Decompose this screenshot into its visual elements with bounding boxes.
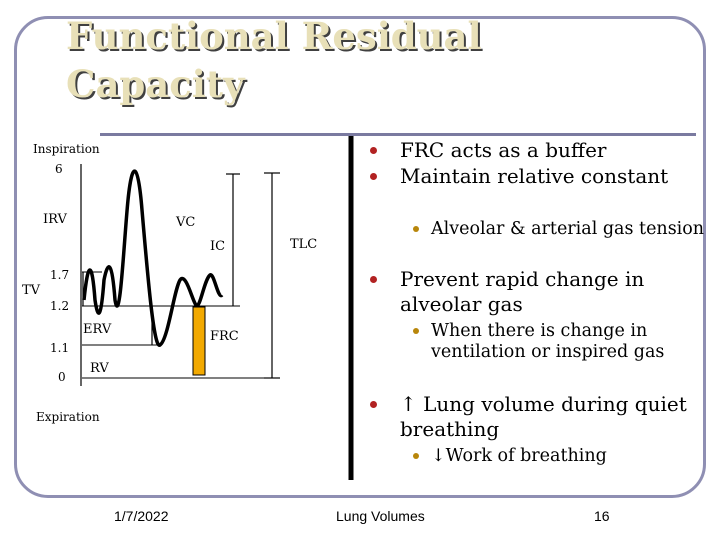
bullet-text: FRC acts as a buffer	[400, 138, 607, 162]
label-ic: IC	[210, 239, 225, 254]
sub-bullet-text: ↓Work of breathing	[431, 446, 607, 466]
label-0: 0	[58, 370, 66, 384]
bullet-text: Prevent rapid change in alveolar gas	[400, 267, 645, 316]
sub-bullet-text: When there is change in ventilation or i…	[431, 321, 665, 362]
sub-bullet-dot-icon	[413, 328, 419, 334]
label-frc: FRC	[210, 329, 239, 344]
label-tlc: TLC	[290, 237, 317, 252]
breathing-trace	[82, 169, 224, 347]
bullet-dot-icon	[370, 276, 377, 283]
bullet-dot-icon	[370, 173, 377, 180]
label-irv: IRV	[43, 212, 67, 227]
label-1-2: 1.2	[50, 299, 69, 313]
label-1-1: 1.1	[50, 341, 69, 355]
sub-bullet-dot-icon	[413, 453, 419, 459]
footer-date: 1/7/2022	[114, 508, 169, 524]
sub-bullet-text: Alveolar & arterial gas tension	[431, 219, 705, 239]
title-line-1: Functional Residual	[66, 14, 482, 58]
frc-bar	[192, 306, 206, 376]
label-expiration: Expiration	[36, 410, 100, 424]
title-line-2: Capacity	[66, 62, 245, 106]
footer-page-number: 16	[594, 508, 610, 524]
sub-bullet-dot-icon	[413, 226, 419, 232]
label-1-7: 1.7	[50, 268, 69, 282]
label-inspiration: Inspiration	[33, 142, 100, 156]
label-rv: RV	[90, 361, 109, 376]
footer-title: Lung Volumes	[336, 508, 425, 524]
label-6: 6	[55, 162, 63, 176]
bullet-text: ↑ Lung volume during quiet breathing	[400, 392, 687, 441]
title-rule	[100, 133, 696, 136]
slide-title: Functional Residual Capacity	[66, 12, 482, 108]
bullet-dot-icon	[370, 147, 377, 154]
label-vc: VC	[175, 215, 195, 230]
bullet-dot-icon	[370, 401, 377, 408]
label-erv: ERV	[83, 322, 112, 337]
bullet-text: Maintain relative constant	[400, 164, 669, 188]
slide-frame	[14, 16, 706, 498]
label-tv: TV	[22, 283, 41, 298]
